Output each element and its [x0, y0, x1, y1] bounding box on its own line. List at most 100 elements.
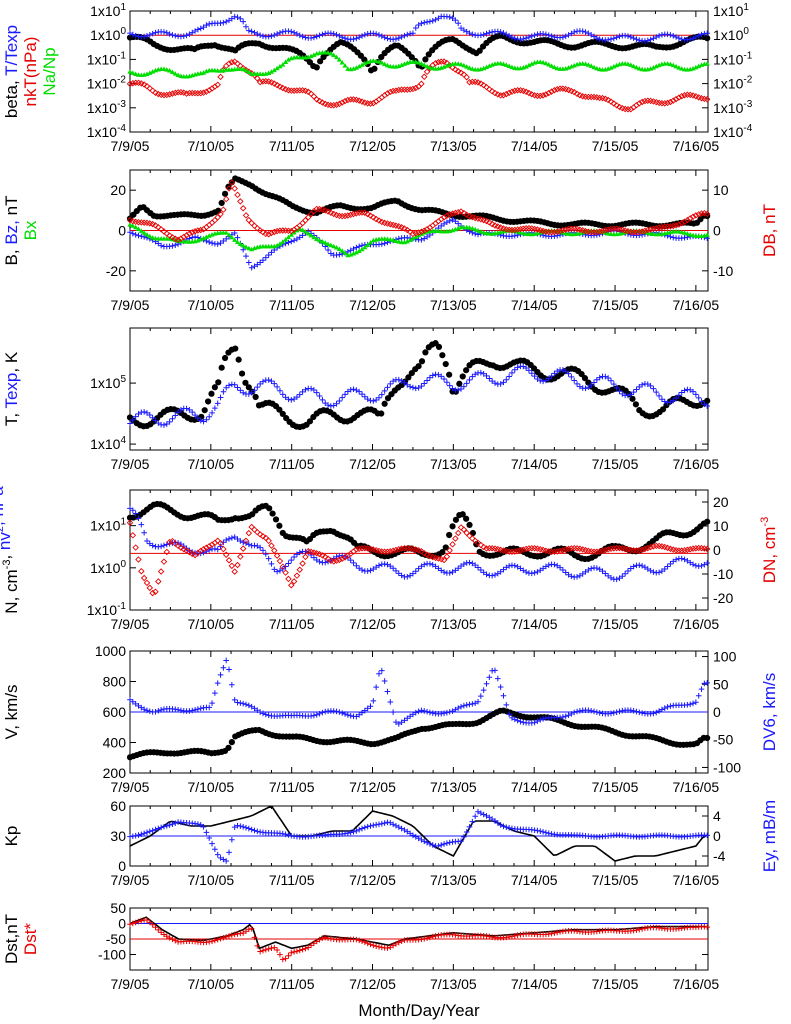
data-point: [364, 823, 371, 830]
data-point: [424, 935, 430, 941]
x-tick-label: 7/9/05: [111, 456, 150, 472]
data-point: [489, 816, 495, 822]
data-point: [410, 30, 416, 37]
data-point: [684, 558, 691, 564]
data-point: [189, 229, 196, 236]
data-point: [333, 554, 340, 560]
data-point: [336, 709, 343, 715]
series-1: [127, 363, 710, 428]
data-point: [204, 398, 212, 405]
data-point: [458, 386, 464, 392]
data-point: [311, 34, 317, 41]
data-point: [464, 64, 470, 69]
panel-Kp: 7/9/05 7/10/05 7/11/05 7/12/05 7/13/05 7/14/0…: [2, 798, 779, 888]
data-point: [197, 705, 204, 712]
data-point: [511, 232, 518, 239]
data-point: [588, 63, 594, 68]
data-point: [235, 356, 242, 363]
data-point: [401, 379, 408, 386]
data-point: [373, 31, 379, 37]
data-point: [350, 246, 357, 252]
data-point: [127, 229, 133, 236]
data-point: [163, 91, 171, 99]
data-point: [248, 264, 255, 271]
data-point: [703, 545, 711, 553]
data-point: [223, 384, 229, 391]
data-point: [237, 700, 244, 706]
data-point: [497, 92, 504, 99]
data-point: [427, 934, 433, 941]
data-point: [406, 86, 414, 93]
data-point: [322, 934, 329, 941]
data-point: [469, 31, 476, 38]
data-point: [169, 32, 176, 38]
data-point: [472, 226, 478, 232]
data-point: [248, 925, 255, 932]
data-point: [294, 948, 300, 955]
y-tick-label: 1x10-1: [87, 601, 127, 618]
data-point: [395, 824, 402, 830]
data-point: [412, 833, 419, 840]
data-point: [477, 541, 485, 549]
data-point: [339, 710, 346, 716]
data-point: [172, 89, 179, 97]
data-point: [393, 36, 399, 42]
data-point: [418, 707, 425, 714]
data-point: [206, 835, 213, 841]
data-point: [593, 548, 601, 555]
data-point: [149, 542, 156, 549]
data-point: [282, 569, 289, 576]
data-point: [466, 225, 473, 230]
data-point: [633, 547, 640, 554]
data-point: [545, 375, 552, 382]
x-tick-label: 7/14/05: [511, 779, 558, 795]
x-tick-label: 7/10/05: [187, 872, 234, 888]
data-point: [650, 385, 657, 392]
data-point: [461, 834, 467, 840]
x-tick-label: 7/13/05: [430, 976, 477, 992]
data-point: [234, 699, 241, 706]
data-point: [271, 944, 278, 951]
data-point: [376, 944, 382, 950]
data-point: [647, 36, 654, 43]
data-point: [503, 62, 509, 67]
data-point: [234, 234, 241, 241]
data-point: [381, 678, 388, 684]
data-point: [226, 17, 232, 24]
data-point: [362, 31, 368, 38]
data-point: [690, 388, 696, 395]
data-point: [373, 684, 379, 690]
data-point: [390, 709, 396, 715]
data-point: [240, 930, 246, 936]
data-point: [704, 924, 710, 930]
data-point: [356, 243, 362, 250]
data-point: [316, 32, 323, 39]
data-point: [534, 569, 541, 575]
data-point: [379, 60, 385, 65]
data-point: [449, 523, 456, 530]
series-0: [129, 806, 707, 862]
data-point: [695, 395, 702, 401]
data-point: [127, 420, 133, 427]
right-tick-label: 1x10-3: [713, 99, 753, 116]
data-point: [412, 230, 420, 237]
data-point: [475, 808, 481, 815]
data-point: [214, 680, 221, 686]
data-point: [242, 379, 249, 386]
data-point: [449, 385, 456, 392]
data-point: [149, 30, 156, 37]
data-point: [130, 833, 136, 840]
data-point: [316, 936, 323, 943]
data-point: [194, 227, 202, 234]
data-point: [367, 941, 374, 948]
data-point: [254, 75, 261, 82]
x-tick-label: 7/12/05: [349, 456, 396, 472]
data-point: [678, 555, 685, 562]
data-point: [604, 226, 612, 233]
data-point: [531, 719, 538, 726]
data-point: [449, 210, 456, 217]
data-point: [132, 413, 139, 420]
data-point: [319, 99, 326, 106]
data-point: [140, 81, 148, 88]
data-point: [686, 546, 694, 553]
